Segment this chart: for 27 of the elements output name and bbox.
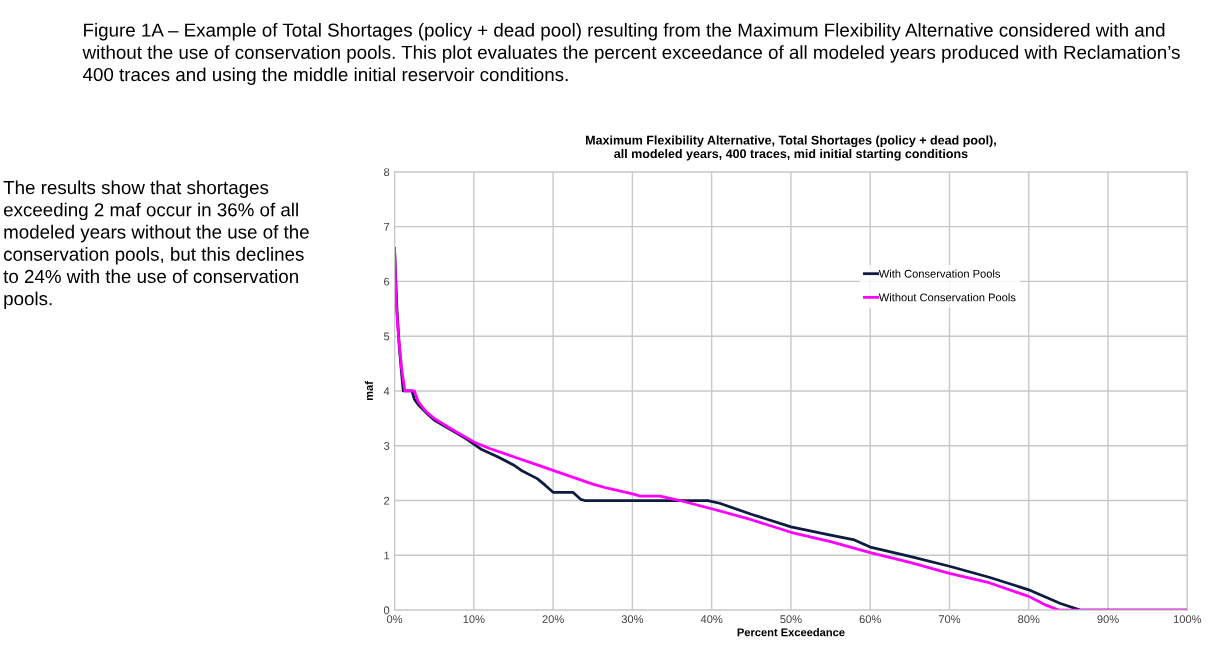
legend-label: With Conservation Pools [878,269,1001,278]
x-tick-label: 90% [1097,615,1119,624]
y-tick-label: 8 [383,168,390,177]
x-tick-label: 70% [938,615,961,624]
y-tick-label: 7 [384,223,390,231]
y-tick-label: 6 [384,277,390,286]
y-tick-label: 4 [383,387,390,395]
x-tick-label: 40% [700,615,723,624]
x-tick-label: 10% [463,615,485,624]
x-axis-title: Percent Exceedance [737,628,845,637]
x-tick-label: 30% [621,615,644,624]
y-tick-label: 2 [384,496,390,505]
x-tick-label: 60% [859,615,881,624]
y-tick-label: 3 [383,442,390,450]
x-tick-label: 50% [780,615,802,624]
x-tick-label: 0% [386,615,403,624]
legend-label: Without Conservation Pools [878,293,1016,302]
chart-title: Maximum Flexibility Alternative, Total Shortages (policy + dead pool), all modeled years, 400 traces, mid initial starting conditions [586,135,996,161]
y-tick-label: 0 [383,606,390,615]
y-tick-label: 1 [384,551,390,560]
y-axis-title: maf [364,381,373,401]
text: The results show that shortages exceeding 2 maf occur in 36% of all modeled years without the use of the conservation pools, but this declines to 24% with the use of conservation pools. [3,180,309,310]
x-tick-label: 100% [1173,615,1202,624]
caption: Figure 1A – Example of Total Shortages (policy + dead pool) resulting from the Maximum Flexibility Alternative considered with and without the use of conservation pools. This plot evaluates the percent exceedance of all modeled years produced with Reclamation’s 400 traces and using the middle initial reservoir conditions. [82,22,1180,85]
x-tick-label: 20% [542,615,564,624]
x-tick-label: 80% [1018,615,1040,624]
y-tick-label: 5 [383,332,390,341]
